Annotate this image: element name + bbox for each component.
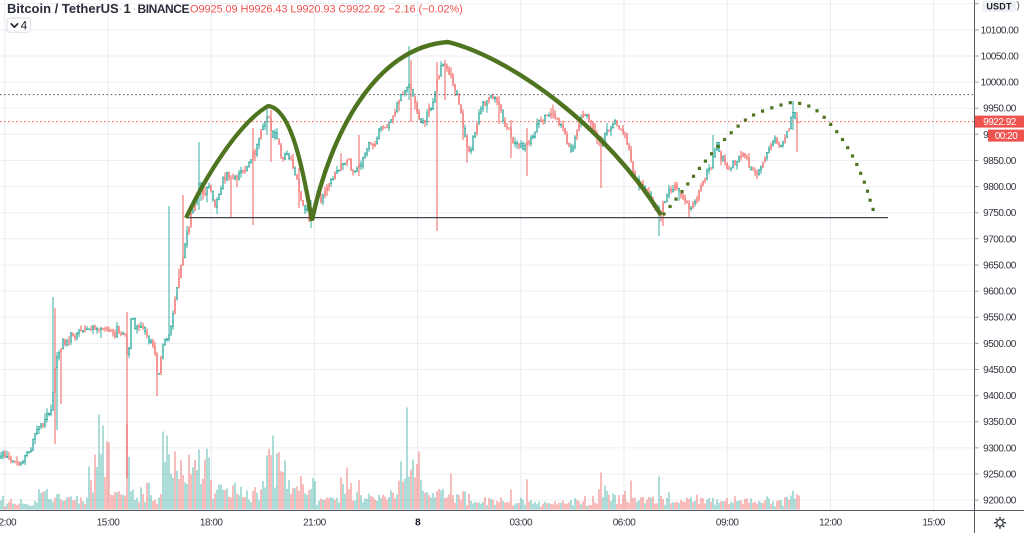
svg-text:4: 4 bbox=[21, 21, 28, 33]
svg-text:12:00: 12:00 bbox=[0, 518, 17, 529]
svg-text:18:00: 18:00 bbox=[200, 518, 223, 529]
svg-text:9550.00: 9550.00 bbox=[983, 313, 1017, 324]
svg-text:9750.00: 9750.00 bbox=[983, 208, 1017, 219]
svg-text:9600.00: 9600.00 bbox=[983, 287, 1017, 298]
svg-text:USDT: USDT bbox=[986, 2, 1012, 12]
svg-text:9350.00: 9350.00 bbox=[983, 417, 1017, 428]
svg-text:9300.00: 9300.00 bbox=[983, 443, 1017, 454]
svg-text:06:00: 06:00 bbox=[613, 518, 636, 529]
svg-text:10050.00: 10050.00 bbox=[981, 52, 1020, 63]
svg-text:09:00: 09:00 bbox=[716, 518, 739, 529]
svg-text:10000.00: 10000.00 bbox=[981, 78, 1020, 89]
svg-text:9250.00: 9250.00 bbox=[983, 470, 1017, 481]
svg-text:O9925.09 H9926.43 L9920.93 C99: O9925.09 H9926.43 L9920.93 C9922.92 −2.1… bbox=[190, 4, 463, 16]
svg-text:00:20: 00:20 bbox=[995, 131, 1018, 142]
svg-text:·: · bbox=[119, 2, 123, 16]
svg-text:9650.00: 9650.00 bbox=[983, 261, 1017, 272]
svg-text:·: · bbox=[133, 2, 137, 16]
svg-text:03:00: 03:00 bbox=[510, 518, 533, 529]
svg-text:8: 8 bbox=[415, 518, 421, 529]
svg-text:9700.00: 9700.00 bbox=[983, 234, 1017, 245]
svg-text:9800.00: 9800.00 bbox=[983, 182, 1017, 193]
svg-text:9200.00: 9200.00 bbox=[983, 496, 1017, 507]
svg-text:9950.00: 9950.00 bbox=[983, 104, 1017, 115]
svg-text:): ) bbox=[1017, 1, 1020, 12]
svg-text:1: 1 bbox=[124, 1, 131, 16]
svg-text:Bitcoin / TetherUS: Bitcoin / TetherUS bbox=[7, 1, 119, 16]
svg-text:9500.00: 9500.00 bbox=[983, 339, 1017, 350]
svg-text:9922.92: 9922.92 bbox=[983, 117, 1017, 128]
svg-text:15:00: 15:00 bbox=[922, 518, 945, 529]
svg-text:9450.00: 9450.00 bbox=[983, 365, 1017, 376]
svg-text:BINANCE: BINANCE bbox=[138, 2, 190, 16]
svg-text:21:00: 21:00 bbox=[303, 518, 326, 529]
svg-text:15:00: 15:00 bbox=[97, 518, 120, 529]
svg-text:9400.00: 9400.00 bbox=[983, 391, 1017, 402]
svg-text:10100.00: 10100.00 bbox=[981, 25, 1020, 36]
svg-text:9850.00: 9850.00 bbox=[983, 156, 1017, 167]
svg-text:12:00: 12:00 bbox=[819, 518, 842, 529]
